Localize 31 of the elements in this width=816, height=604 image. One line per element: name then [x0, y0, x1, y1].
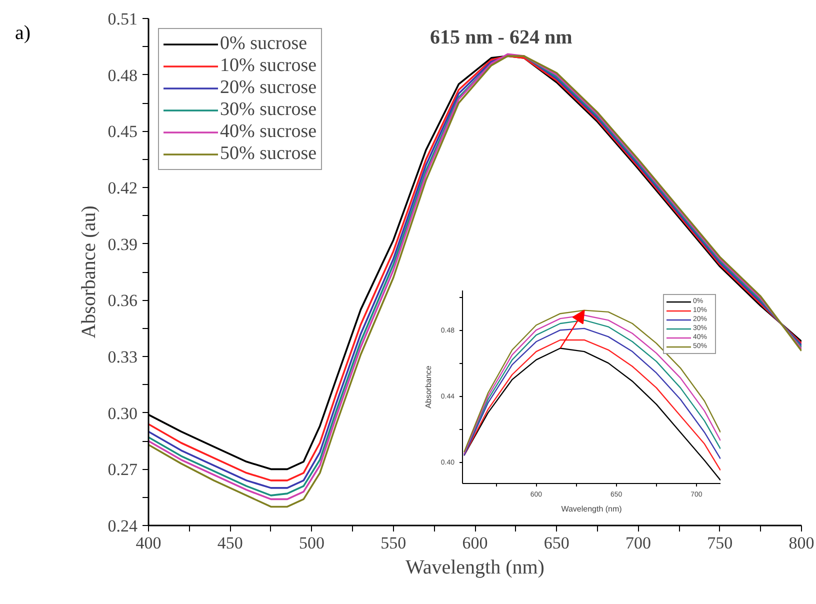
y-tick-label: 0.36 [108, 291, 138, 310]
legend-label: 30% sucrose [220, 99, 317, 121]
y-tick-label: 0.33 [108, 348, 138, 366]
y-tick-label: 0.24 [108, 516, 138, 536]
text: a) [15, 21, 31, 46]
y-axis-title: Absorbance [424, 365, 433, 408]
legend-label: 40% sucrose [220, 121, 317, 143]
y-tick-label: 0.42 [108, 178, 138, 198]
y-tick-label: 0.39 [108, 234, 138, 254]
x-tick-label: 600 [462, 534, 488, 552]
x-axis-title: Wavelength (nm) [406, 556, 544, 578]
y-tick-label: 0.45 [108, 122, 138, 142]
x-tick-label: 550 [380, 534, 406, 552]
legend-label: 10% sucrose [220, 55, 317, 77]
x-tick-label: 650 [544, 534, 570, 552]
legend-label: 0% sucrose [220, 33, 308, 55]
annotation: 615 nm - 624 nm [430, 26, 573, 48]
legend-label: 50% sucrose [220, 143, 317, 165]
y-tick-label: 0.48 [108, 66, 138, 85]
x-axis-title: Wavelength (nm) [561, 504, 622, 514]
x-tick-label: 450 [217, 534, 243, 552]
y-tick-label: 0.27 [108, 460, 138, 480]
y-tick-label: 0.51 [108, 10, 138, 28]
x-tick-label: 700 [626, 534, 651, 552]
x-tick-label: 400 [136, 534, 162, 552]
x-tick-label: 500 [299, 534, 324, 552]
x-tick-label: 800 [788, 534, 814, 552]
y-tick-label: 0.30 [108, 404, 138, 423]
y-axis-title: Absorbance (au) [78, 206, 100, 338]
x-tick-label: 750 [707, 534, 733, 552]
legend-label: 20% sucrose [220, 77, 317, 99]
